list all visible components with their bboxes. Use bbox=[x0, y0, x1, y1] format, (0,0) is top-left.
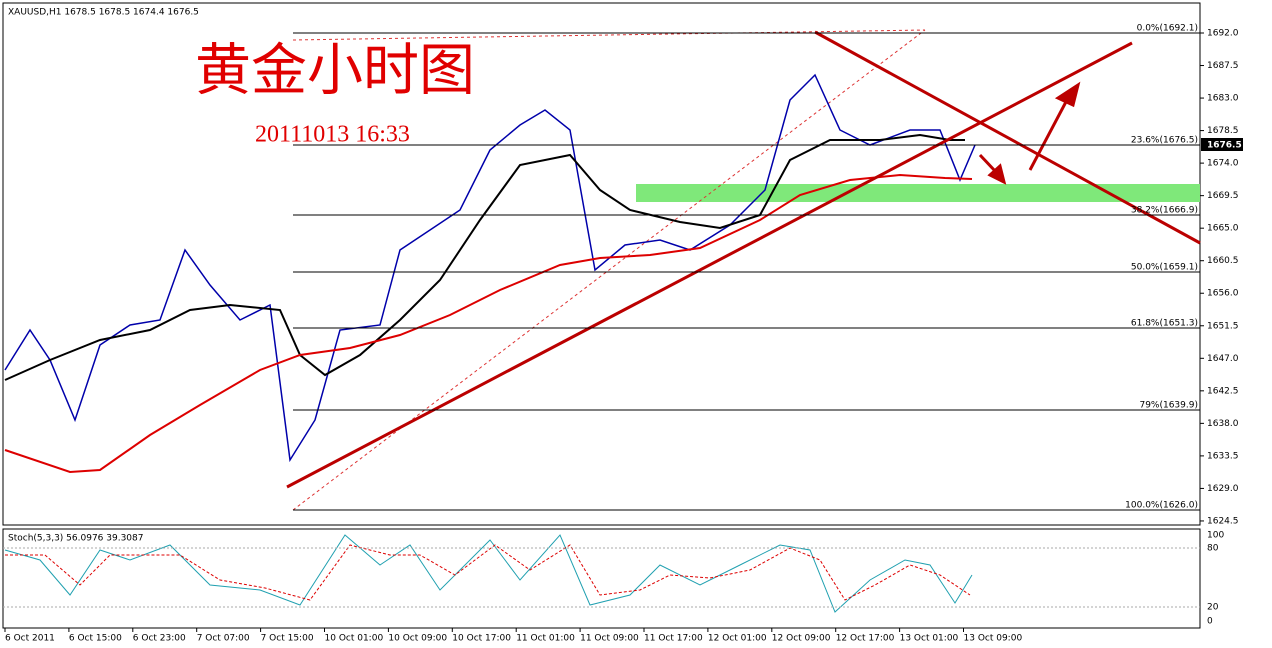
price-label: 1638.0 bbox=[1207, 419, 1239, 429]
time-label: 13 Oct 01:00 bbox=[900, 634, 959, 644]
price-label: 1669.5 bbox=[1207, 191, 1239, 201]
time-label: 7 Oct 15:00 bbox=[261, 634, 314, 644]
trendline bbox=[286, 41, 1133, 489]
fib-label: 50.0%(1659.1) bbox=[1131, 263, 1198, 273]
time-label: 7 Oct 07:00 bbox=[197, 634, 250, 644]
price-label: 1651.5 bbox=[1207, 321, 1239, 331]
stoch-label: Stoch(5,3,3) 56.0976 39.3087 bbox=[8, 534, 143, 544]
stoch-level: 0 bbox=[1207, 617, 1213, 627]
price-label: 1674.0 bbox=[1207, 159, 1239, 169]
fib-label: 23.6%(1676.5) bbox=[1131, 136, 1198, 146]
chart-title: 黄金小时图 bbox=[195, 39, 475, 104]
price-label: 1687.5 bbox=[1207, 61, 1239, 71]
price-label: 1647.0 bbox=[1207, 354, 1239, 364]
fib-label: 100.0%(1626.0) bbox=[1125, 501, 1198, 511]
time-label: 6 Oct 15:00 bbox=[69, 634, 122, 644]
time-label: 12 Oct 01:00 bbox=[708, 634, 767, 644]
trendline bbox=[814, 30, 1201, 245]
stoch-level: 20 bbox=[1207, 603, 1219, 613]
price-label: 1656.0 bbox=[1207, 289, 1239, 299]
arrow-head bbox=[987, 163, 1007, 185]
price-label: 1678.5 bbox=[1207, 126, 1239, 136]
time-label: 10 Oct 09:00 bbox=[388, 634, 447, 644]
price-label: 1629.0 bbox=[1207, 484, 1239, 494]
time-label: 12 Oct 09:00 bbox=[772, 634, 831, 644]
stoch-signal bbox=[5, 544, 971, 601]
fib-label: 0.0%(1692.1) bbox=[1137, 24, 1198, 34]
stoch-pane bbox=[2, 528, 1201, 629]
price-label: 1683.0 bbox=[1207, 94, 1239, 104]
arrow bbox=[1028, 97, 1070, 171]
stoch-level: 80 bbox=[1207, 544, 1219, 554]
stoch-level: 100 bbox=[1207, 531, 1224, 541]
moving-average bbox=[4, 133, 965, 381]
time-label: 10 Oct 17:00 bbox=[452, 634, 511, 644]
time-label: 10 Oct 01:00 bbox=[325, 634, 384, 644]
arrow-head bbox=[1054, 81, 1081, 108]
timestamp: 20111013 16:33 bbox=[255, 122, 410, 148]
current-price: 1676.5 bbox=[1207, 141, 1242, 151]
time-label: 11 Oct 09:00 bbox=[580, 634, 639, 644]
fib-label: 79%(1639.9) bbox=[1139, 401, 1198, 411]
time-label: 6 Oct 23:00 bbox=[133, 634, 186, 644]
fib-label: 61.8%(1651.3) bbox=[1131, 319, 1198, 329]
time-label: 11 Oct 17:00 bbox=[644, 634, 703, 644]
symbol-info: XAUUSD,H1 1678.5 1678.5 1674.4 1676.5 bbox=[8, 8, 199, 18]
support-zone bbox=[636, 184, 1200, 202]
price-label: 1642.5 bbox=[1207, 386, 1239, 396]
price-label: 1665.0 bbox=[1207, 224, 1239, 234]
time-label: 6 Oct 2011 bbox=[5, 634, 55, 644]
price-label: 1660.5 bbox=[1207, 256, 1239, 266]
time-label: 11 Oct 01:00 bbox=[516, 634, 575, 644]
price-label: 1692.0 bbox=[1207, 29, 1239, 39]
time-label: 12 Oct 17:00 bbox=[836, 634, 895, 644]
current-price-box bbox=[1201, 138, 1243, 151]
arrow bbox=[978, 153, 998, 174]
moving-average bbox=[4, 173, 973, 474]
time-label: 13 Oct 09:00 bbox=[964, 634, 1023, 644]
price-label: 1624.5 bbox=[1207, 516, 1239, 526]
price-path bbox=[4, 73, 976, 463]
stoch-main bbox=[4, 534, 973, 613]
fib-label: 38.2%(1666.9) bbox=[1131, 206, 1198, 216]
price-label: 1633.5 bbox=[1207, 451, 1239, 461]
